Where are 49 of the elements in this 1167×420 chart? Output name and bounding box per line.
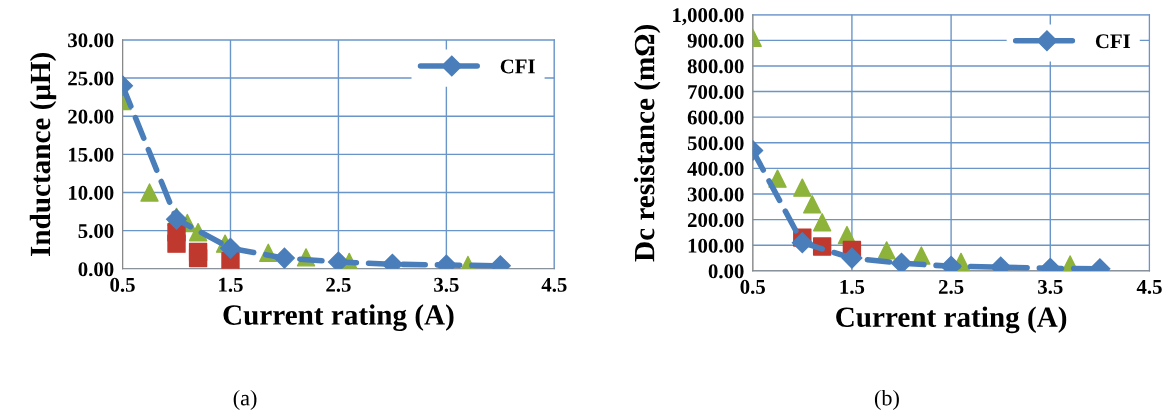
text: (b)	[874, 389, 899, 411]
y-tick-label: 900.00	[687, 33, 744, 48]
y-tick-label: 30.00	[68, 33, 114, 48]
point	[841, 247, 863, 269]
y-tick-label: 15.00	[69, 147, 114, 162]
point	[188, 248, 208, 268]
y-tick-label: 1,000.00	[673, 8, 744, 26]
y-tick-label: 800.00	[687, 59, 744, 74]
y-tick-label: 20.00	[68, 109, 114, 124]
x-axis-title: Current rating (A)	[836, 306, 1067, 334]
y-tick-label: 200.00	[687, 213, 744, 228]
y-axis-title: Inductance (μH)	[29, 52, 57, 257]
legend-label: CFI	[1095, 34, 1131, 49]
y-tick-label: 600.00	[687, 110, 744, 125]
x-tick-label: 2.5	[938, 279, 964, 294]
y-tick-label: 700.00	[688, 84, 744, 100]
point	[791, 232, 813, 254]
x-tick-label: 3.5	[434, 277, 459, 292]
x-tick-label: 1.5	[219, 277, 243, 292]
y-tick-label: 0.00	[708, 264, 744, 279]
point	[273, 247, 295, 269]
y-tick-label: 400.00	[687, 161, 744, 176]
y-tick-label: 300.00	[687, 187, 744, 202]
x-tick-label: 0.5	[740, 279, 765, 294]
y-axis-title: Dc resistance (mΩ)	[633, 24, 661, 262]
y-tick-label: 25.00	[68, 71, 114, 86]
point	[167, 234, 186, 253]
x-tick-label: 3.5	[1038, 279, 1063, 294]
x-tick-label: 2.5	[326, 277, 351, 292]
y-tick-label: 100.00	[688, 238, 744, 253]
point	[890, 252, 913, 271]
point	[877, 241, 896, 260]
y-tick-label: 0.00	[78, 262, 114, 277]
point	[812, 213, 832, 232]
point	[327, 251, 349, 269]
x-tick-label: 4.5	[1136, 279, 1162, 294]
x-axis-title: Current rating (A)	[223, 304, 454, 332]
x-tick-label: 0.5	[110, 277, 135, 292]
x-tick-label: 1.5	[840, 279, 865, 294]
point	[219, 237, 241, 259]
x-tick-label: 4.5	[541, 277, 567, 292]
y-tick-label: 5.00	[78, 224, 114, 239]
y-tick-label: 10.00	[69, 185, 114, 201]
y-tick-label: 500.00	[687, 136, 744, 151]
point	[793, 178, 812, 197]
legend-label: CFI	[500, 59, 535, 74]
text: (a)	[233, 389, 257, 411]
point	[803, 195, 822, 214]
point	[140, 183, 159, 202]
